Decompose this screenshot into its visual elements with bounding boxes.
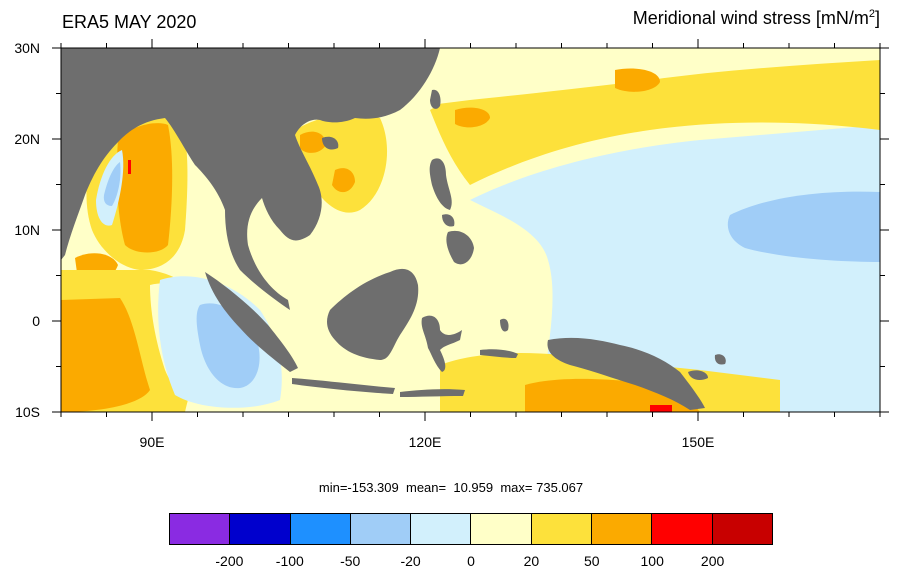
colorbar-label: -100 bbox=[275, 553, 304, 569]
stats-min-label: min= bbox=[318, 480, 348, 495]
luzon-orange-patch bbox=[455, 107, 490, 128]
lon-label-150e: 150E bbox=[681, 434, 715, 450]
indian-ocean-orange bbox=[61, 298, 150, 412]
title-right-superscript: 2 bbox=[868, 8, 875, 20]
sumatra bbox=[205, 272, 298, 372]
colorbar bbox=[169, 513, 773, 545]
taiwan bbox=[430, 89, 441, 109]
colorbar-box-4 bbox=[411, 514, 472, 544]
stats-max-label: max= bbox=[500, 480, 533, 495]
sulawesi bbox=[421, 315, 462, 372]
stats-mean-label: mean= bbox=[405, 480, 447, 495]
stats-min: -153.309 bbox=[347, 480, 399, 495]
new-britain bbox=[688, 370, 708, 380]
scs-orange bbox=[332, 168, 355, 193]
colorbar-box-8 bbox=[652, 514, 713, 544]
new-guinea bbox=[547, 337, 705, 410]
plot-title-right: Meridional wind stress [mN/m2] bbox=[633, 8, 880, 29]
colorbar-label: 50 bbox=[584, 553, 600, 569]
colorbar-box-9 bbox=[712, 514, 772, 544]
arafura-red bbox=[650, 405, 672, 412]
stats-mean: 10.959 bbox=[453, 480, 494, 495]
lat-label-0: 0 bbox=[32, 313, 40, 329]
lon-label-90e: 90E bbox=[139, 434, 165, 450]
colorbar-box-2 bbox=[290, 514, 351, 544]
colorbar-box-1 bbox=[230, 514, 291, 544]
stats-max: 735.067 bbox=[536, 480, 584, 495]
colorbar-label: -20 bbox=[400, 553, 421, 569]
solomon-islands bbox=[714, 354, 726, 365]
pacific-blue-patch bbox=[727, 191, 880, 262]
colorbar-box-6 bbox=[531, 514, 593, 544]
mindanao bbox=[446, 230, 474, 265]
colorbar-label: 20 bbox=[523, 553, 540, 569]
gulf-tonkin-orange bbox=[300, 131, 326, 153]
colorbar-box-3 bbox=[350, 514, 412, 544]
colorbar-box-5 bbox=[471, 514, 532, 544]
colorbar-box-7 bbox=[592, 514, 653, 544]
pacific-orange-patch-north bbox=[615, 68, 660, 92]
minor-ticks bbox=[56, 43, 885, 417]
map-field bbox=[61, 48, 880, 412]
borneo bbox=[327, 268, 419, 360]
seram bbox=[480, 349, 518, 358]
colorbar-label: 200 bbox=[700, 553, 725, 569]
colorbar-label: -200 bbox=[215, 553, 244, 569]
plot-title-left: ERA5 MAY 2020 bbox=[62, 12, 197, 32]
luzon bbox=[429, 158, 452, 210]
colorbar-label: -50 bbox=[340, 553, 361, 569]
bengal-red-mark bbox=[128, 160, 131, 174]
hainan bbox=[322, 136, 339, 150]
asia-mainland bbox=[61, 48, 440, 310]
halmahera bbox=[500, 318, 509, 332]
land bbox=[61, 48, 726, 410]
lat-label-10n: 10N bbox=[14, 222, 40, 238]
stats-line: min=-153.309 mean= 10.959 max= 735.067 bbox=[0, 480, 902, 495]
lon-label-120e: 120E bbox=[408, 434, 442, 450]
title-right-bracket: ] bbox=[874, 8, 880, 28]
lat-label-30n: 30N bbox=[14, 40, 40, 56]
bay-bengal-blue bbox=[103, 162, 121, 206]
colorbar-label: 0 bbox=[467, 553, 475, 569]
java bbox=[292, 378, 395, 394]
visayas bbox=[442, 214, 455, 227]
colorbar-label: 100 bbox=[640, 553, 664, 569]
bay-bengal-orange bbox=[116, 123, 173, 253]
title-right-text: Meridional wind stress [mN/m bbox=[632, 8, 869, 28]
lat-label-20n: 20N bbox=[14, 131, 40, 147]
lesser-sunda bbox=[400, 389, 465, 397]
colorbar-box-0 bbox=[170, 514, 231, 544]
lat-label-10s: 10S bbox=[15, 404, 40, 420]
